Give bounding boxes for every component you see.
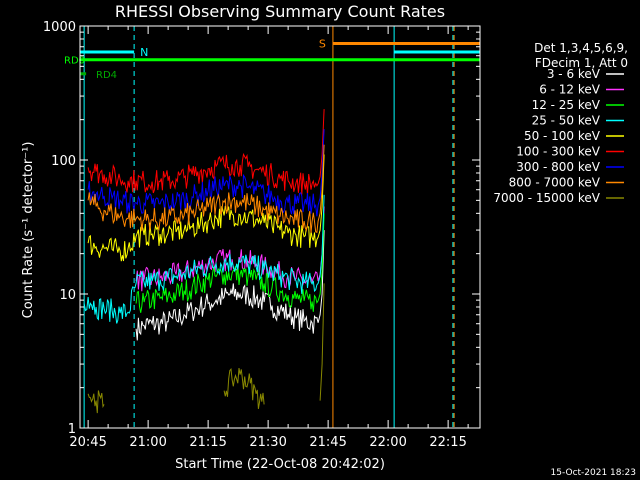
x-tick-label: 21:45 [309, 435, 346, 450]
footer-timestamp: 15-Oct-2021 18:23 [551, 468, 636, 478]
x-tick-label: 22:15 [429, 435, 466, 450]
chart-title: RHESSI Observing Summary Count Rates [115, 2, 445, 21]
saa-label: S [319, 38, 326, 51]
plot-area: N S RD0 RD4 [64, 26, 480, 428]
legend-entry-label: 7000 - 15000 keV [493, 191, 600, 205]
plot-frame [79, 25, 481, 429]
attenuator-state-label: RD0 [64, 56, 85, 67]
series-line [87, 154, 325, 262]
x-axis: 20:45 21:00 21:15 21:30 21:45 22:00 22:15 [69, 26, 469, 450]
y-tick-label: 10 [59, 288, 76, 303]
series-line [223, 367, 265, 409]
series-line [87, 144, 325, 233]
legend-entry-label: 300 - 800 keV [516, 160, 600, 174]
y-tick-label: 1 [68, 422, 76, 437]
night-label: N [140, 46, 148, 59]
legend-entry-label: 3 - 6 keV [547, 67, 601, 81]
x-tick-label: 21:15 [189, 435, 226, 450]
y-axis-label: Count Rate (s⁻¹ detector⁻¹) [21, 142, 36, 319]
legend-header: Det 1,3,4,5,6,9, [534, 41, 628, 55]
legend-entry-label: 800 - 7000 keV [509, 176, 601, 190]
legend-entry-label: 100 - 300 keV [516, 145, 600, 159]
series-line [87, 109, 325, 195]
series-line [319, 283, 325, 401]
x-tick-label: 20:45 [69, 435, 106, 450]
legend-entry-label: 12 - 25 keV [532, 98, 601, 112]
series-line [87, 390, 105, 414]
x-axis-label: Start Time (22-Oct-08 20:42:02) [175, 457, 385, 472]
x-tick-label: 22:00 [369, 435, 406, 450]
legend-entry-label: 6 - 12 keV [539, 83, 601, 97]
legend-entry-label: 25 - 50 keV [532, 114, 601, 128]
series-line [87, 129, 325, 217]
y-tick-label: 100 [51, 154, 76, 169]
legend: Det 1,3,4,5,6,9,FDecim 1, Att 03 - 6 keV… [493, 41, 628, 205]
x-tick-label: 21:30 [249, 435, 286, 450]
series-line [83, 194, 325, 324]
y-axis: 1 10 100 1000 [43, 20, 480, 437]
legend-entry-label: 50 - 100 keV [524, 129, 601, 143]
x-tick-label: 21:00 [129, 435, 166, 450]
series-line [135, 213, 325, 313]
attenuator-state-label: RD4 [96, 70, 117, 81]
y-tick-label: 1000 [43, 20, 76, 35]
series-line [135, 230, 325, 341]
legend-header: FDecim 1, Att 0 [535, 56, 628, 70]
